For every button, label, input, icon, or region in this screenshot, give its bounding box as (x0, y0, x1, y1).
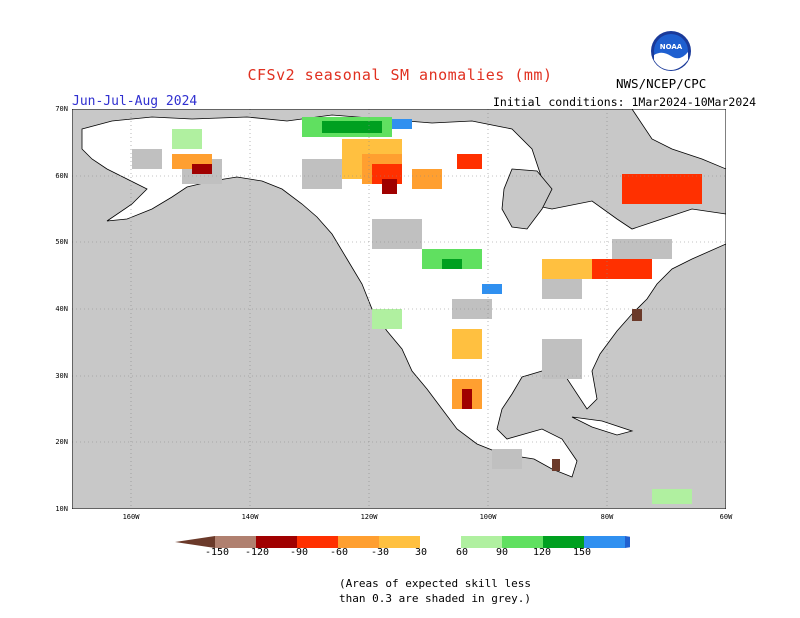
legend-box (502, 536, 543, 548)
lat-label-10: 10N (55, 505, 68, 513)
caribbean-islands (571, 416, 634, 436)
legend-box (256, 536, 297, 548)
hudson-bay (501, 168, 553, 230)
lon-label-140w: 140W (241, 513, 259, 521)
legend-tick: 150 (572, 547, 592, 558)
legend-tick: -90 (289, 547, 309, 558)
legend-tick: 120 (532, 547, 552, 558)
greenland-land (631, 109, 726, 170)
skill-note: (Areas of expected skill less than 0.3 a… (0, 576, 800, 606)
lon-label-60w: 60W (719, 513, 733, 521)
dry-anomalies (172, 139, 702, 471)
legend-tick: 60 (455, 547, 469, 558)
legend-tick: 30 (414, 547, 428, 558)
legend-box (215, 536, 256, 548)
forecast-period: Jun-Jul-Aug 2024 (72, 94, 198, 109)
legend-arrow-high (625, 536, 630, 548)
skill-note-line: (Areas of expected skill less (338, 577, 532, 590)
legend-box (420, 536, 461, 548)
legend-tick: -30 (370, 547, 390, 558)
legend-box (297, 536, 338, 548)
legend-colorbar (175, 536, 630, 548)
lat-label-50: 50N (55, 238, 68, 246)
lon-label-80w: 80W (600, 513, 614, 521)
lat-label-30: 30N (55, 372, 68, 380)
lon-label-100w: 100W (479, 513, 497, 521)
legend-tick: -60 (329, 547, 349, 558)
lat-label-40: 40N (55, 305, 68, 313)
legend-tick: 90 (495, 547, 509, 558)
lat-label-70: 70N (55, 105, 68, 113)
legend-box (543, 536, 584, 548)
graticule (72, 109, 726, 509)
map-title: CFSv2 seasonal SM anomalies (mm) (247, 66, 553, 84)
legend-box (461, 536, 502, 548)
legend-box (584, 536, 625, 548)
legend-tick: -150 (204, 547, 230, 558)
lat-label-60: 60N (55, 172, 68, 180)
agency-label: NWS/NCEP/CPC (616, 76, 707, 91)
wet-anomalies (172, 117, 692, 504)
initial-conditions: Initial conditions: 1Mar2024-10Mar2024 (493, 95, 757, 109)
legend-tick: -120 (244, 547, 270, 558)
skill-note-line: than 0.3 are shaded in grey.) (338, 592, 532, 605)
legend-box (338, 536, 379, 548)
noaa-logo-text: NOAA (660, 43, 683, 51)
lat-label-20: 20N (55, 438, 68, 446)
lon-label-120w: 120W (360, 513, 378, 521)
legend-arrow-low (175, 536, 215, 548)
soil-moisture-anomaly-map (72, 109, 726, 509)
noaa-logo-icon: NOAA (651, 31, 691, 71)
legend-box (379, 536, 420, 548)
lon-label-160w: 160W (122, 513, 140, 521)
